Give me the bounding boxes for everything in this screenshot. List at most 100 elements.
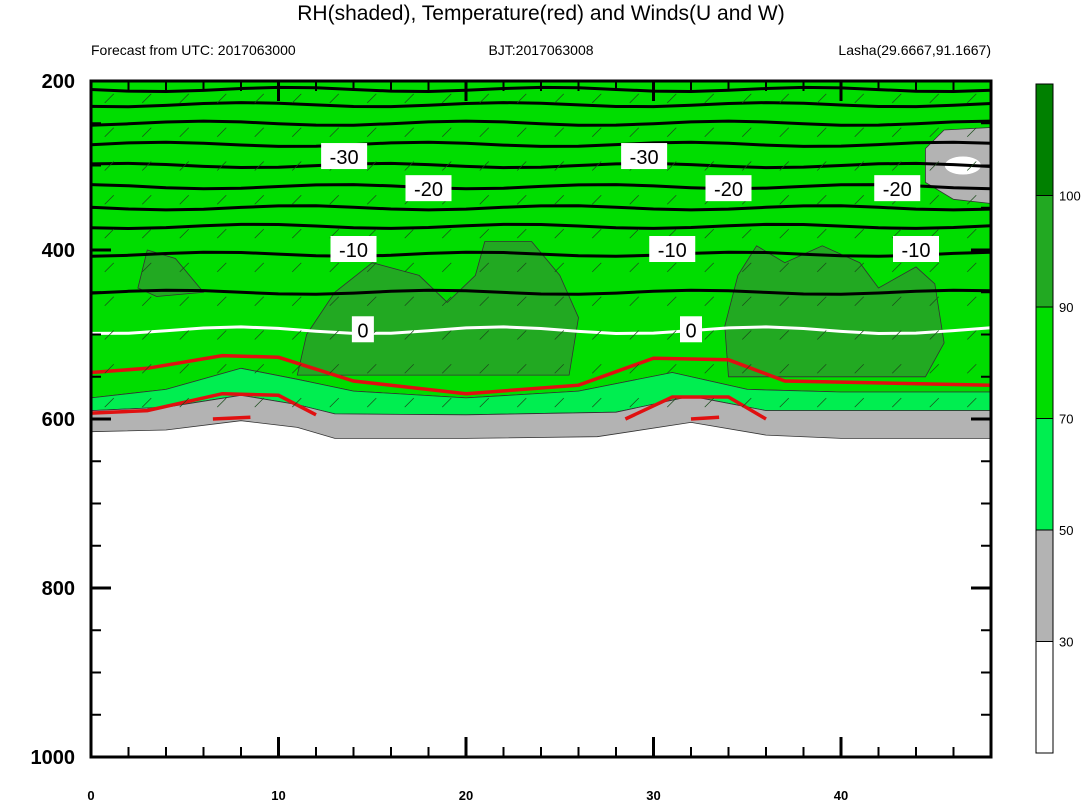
wind-barb <box>367 161 377 171</box>
wind-barb <box>779 330 789 340</box>
wind-barb <box>667 364 677 374</box>
wind-barb <box>817 262 827 273</box>
wind-barb <box>404 397 414 408</box>
wind-barb <box>779 228 789 239</box>
colorbar-segment <box>1035 418 1054 531</box>
wind-barb <box>479 195 489 205</box>
wind-barb <box>179 330 189 340</box>
wind-barb <box>254 127 264 137</box>
temperature-isoline <box>91 140 991 148</box>
wind-barb <box>967 296 977 306</box>
wind-barb <box>742 364 752 374</box>
rh-shading <box>91 81 991 439</box>
station-subtitle: Lasha(29.6667,91.1667) <box>838 42 991 58</box>
wind-barb <box>292 296 302 306</box>
wind-barb <box>479 93 489 104</box>
contour-label: -30 <box>330 147 359 169</box>
wind-barb <box>517 364 527 374</box>
wind-barb <box>104 262 114 273</box>
wind-barb <box>554 397 564 408</box>
wind-barb <box>329 397 339 408</box>
rh-patch-wet <box>137 249 205 297</box>
wind-barb <box>779 127 789 137</box>
wind-barb <box>779 161 789 171</box>
wind-barb <box>629 93 639 104</box>
wind-barb <box>704 330 714 340</box>
wind-barb <box>404 364 414 374</box>
wind-barb <box>929 397 939 408</box>
wind-barb <box>254 161 264 171</box>
chart-title: RH(shaded), Temperature(red) and Winds(U… <box>297 2 784 25</box>
wind-barb <box>479 364 489 374</box>
y-tick-label: 1000 <box>31 747 76 769</box>
wind-barb <box>104 228 114 239</box>
wind-barb <box>142 93 152 104</box>
red-temperature-contour <box>624 395 767 421</box>
wind-barb <box>854 195 864 205</box>
wind-barb <box>629 262 639 273</box>
wind-barb <box>442 296 452 306</box>
wind-barb <box>704 397 714 408</box>
wind-barb <box>517 228 527 239</box>
plot-area <box>91 81 991 439</box>
wind-barb <box>179 296 189 306</box>
wind-barb <box>179 127 189 137</box>
wind-barb <box>592 364 602 374</box>
wind-barb <box>592 330 602 340</box>
wind-barb <box>667 330 677 340</box>
wind-barb <box>929 127 939 137</box>
wind-barb <box>442 127 452 137</box>
red-temperature-contour <box>212 415 251 421</box>
wind-barb <box>179 93 189 104</box>
wind-barb <box>517 195 527 205</box>
wind-barb <box>667 161 677 171</box>
wind-barb <box>217 262 227 273</box>
wind-barb <box>142 330 152 340</box>
wind-barb <box>742 127 752 137</box>
wind-barb <box>854 262 864 273</box>
red-temperature-contour <box>91 353 991 396</box>
wind-barb <box>854 93 864 104</box>
colorbar-segment <box>1035 195 1054 308</box>
wind-barb <box>517 93 527 104</box>
wind-barb <box>217 195 227 205</box>
wind-barb <box>517 161 527 171</box>
x-tick-label: 40 <box>834 788 848 803</box>
wind-barb <box>254 195 264 205</box>
wind-barb <box>592 228 602 239</box>
wind-barb <box>892 262 902 273</box>
red-temperature-contour <box>91 391 317 417</box>
contour-label: -20 <box>414 179 443 201</box>
wind-barb <box>479 228 489 239</box>
contour-label: 0 <box>357 320 368 342</box>
y-tick-label: 400 <box>42 240 75 262</box>
wind-barb <box>329 93 339 104</box>
rh-band-dry <box>91 394 991 439</box>
wind-barb <box>142 195 152 205</box>
wind-barb <box>404 296 414 306</box>
wind-barb <box>742 228 752 239</box>
wind-barb <box>554 93 564 104</box>
contour-label: -10 <box>339 240 368 262</box>
wind-barb <box>892 296 902 306</box>
wind-barb <box>704 228 714 239</box>
wind-barb <box>179 262 189 273</box>
contour-label-box <box>321 143 368 170</box>
wind-barb <box>967 127 977 137</box>
wind-barb <box>967 262 977 273</box>
wind-barb <box>404 127 414 137</box>
wind-barb <box>742 161 752 171</box>
wind-barb <box>217 397 227 408</box>
contour-label-box <box>405 175 452 202</box>
wind-barb <box>367 397 377 408</box>
temperature-isoline <box>91 161 991 170</box>
wind-barb <box>517 296 527 306</box>
wind-barb <box>854 397 864 408</box>
contour-label: 0 <box>685 320 696 342</box>
colorbar-label: 70 <box>1059 412 1073 427</box>
wind-barb <box>517 397 527 408</box>
colorbar-segment <box>1035 83 1054 196</box>
wind-barb <box>329 330 339 340</box>
y-tick-label: 200 <box>42 71 75 93</box>
wind-barb <box>479 161 489 171</box>
